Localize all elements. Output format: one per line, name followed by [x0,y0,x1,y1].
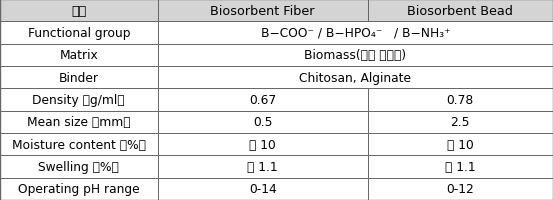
Bar [158,22,553,44]
Text: 2.5: 2.5 [451,116,470,129]
Text: Matrix: Matrix [59,49,98,62]
Text: Moisture content （%）: Moisture content （%） [12,138,146,151]
Bar [158,67,553,89]
Bar [158,89,368,111]
Text: 〈 1.1: 〈 1.1 [247,160,278,173]
Text: Mean size （mm）: Mean size （mm） [27,116,131,129]
Text: 〈 10: 〈 10 [249,138,276,151]
Bar [0,22,158,44]
Text: 0.5: 0.5 [253,116,273,129]
Bar [0,0,158,22]
Text: 0-14: 0-14 [249,182,276,195]
Bar [0,156,158,178]
Bar [368,111,553,133]
Bar [368,156,553,178]
Text: Biosorbent Fiber: Biosorbent Fiber [211,5,315,18]
Text: Biosorbent Bead: Biosorbent Bead [408,5,513,18]
Text: Operating pH range: Operating pH range [18,182,139,195]
Bar [158,0,368,22]
Text: Binder: Binder [59,71,99,84]
Bar [158,44,553,67]
Text: 구분: 구분 [71,5,86,18]
Text: Biomass(발효 부산물): Biomass(발효 부산물) [304,49,406,62]
Bar [368,178,553,200]
Bar [158,133,368,156]
Text: 0-12: 0-12 [446,182,474,195]
Bar [0,67,158,89]
Bar [368,89,553,111]
Bar [0,133,158,156]
Bar [368,0,553,22]
Bar [368,133,553,156]
Text: 〈 1.1: 〈 1.1 [445,160,476,173]
Bar [0,111,158,133]
Text: B−COO⁻ / B−HPO₄⁻   / B−NH₃⁺: B−COO⁻ / B−HPO₄⁻ / B−NH₃⁺ [260,27,450,40]
Bar [0,89,158,111]
Text: 0.67: 0.67 [249,94,276,106]
Text: Swelling （%）: Swelling （%） [38,160,119,173]
Bar [0,44,158,67]
Bar [158,156,368,178]
Text: Density （g/ml）: Density （g/ml） [33,94,125,106]
Text: Chitosan, Alginate: Chitosan, Alginate [299,71,411,84]
Bar [158,111,368,133]
Text: 〈 10: 〈 10 [447,138,474,151]
Text: Functional group: Functional group [28,27,130,40]
Bar [0,178,158,200]
Text: 0.78: 0.78 [447,94,474,106]
Bar [158,178,368,200]
